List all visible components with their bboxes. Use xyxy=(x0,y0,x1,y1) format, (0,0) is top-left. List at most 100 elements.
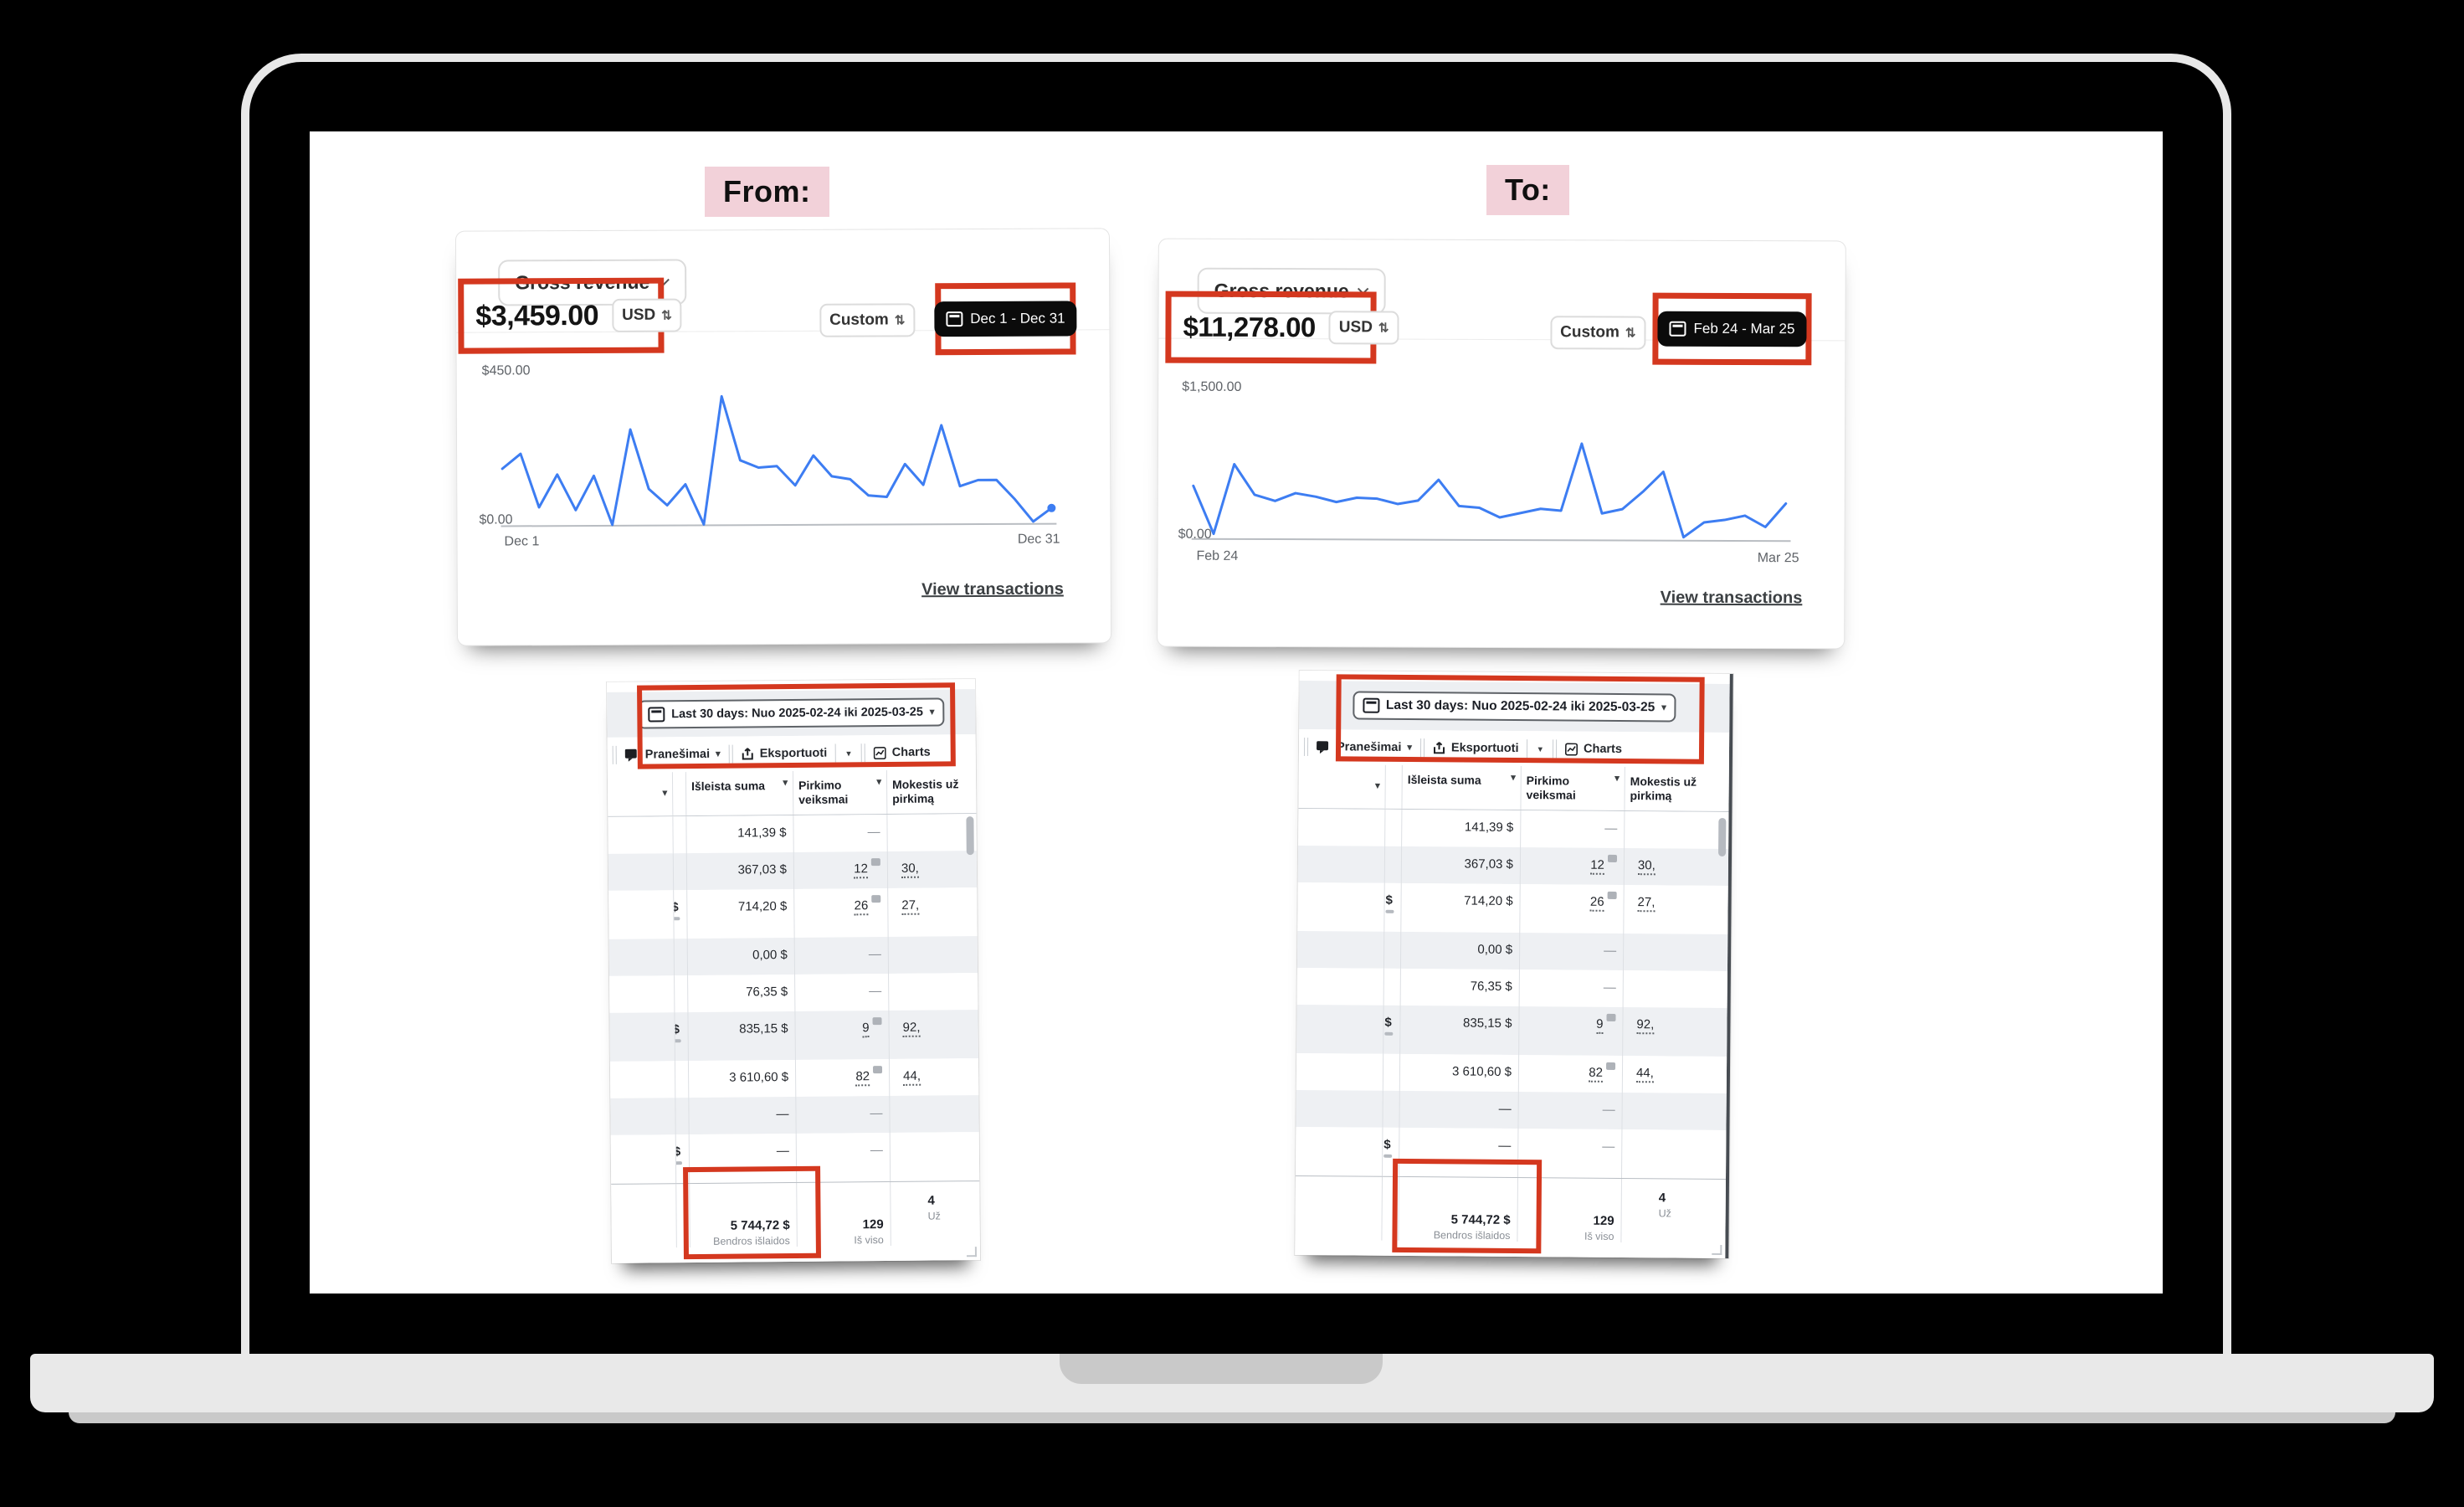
tax-cell[interactable]: 92, xyxy=(1623,1007,1727,1057)
export-button[interactable]: Eksportuoti xyxy=(740,743,829,764)
table-row[interactable]: $714,20 $26 27, xyxy=(1297,882,1728,934)
total-edge-cell xyxy=(611,1183,677,1248)
row-edge-cell xyxy=(610,1097,676,1135)
revenue-card-from: Gross revenue $3,459.00 USD ⇅ Custom ⇅ Dec… xyxy=(455,229,1111,645)
range-type-selector[interactable]: Custom ⇅ xyxy=(819,303,916,337)
export-options-caret[interactable]: ▾ xyxy=(1534,740,1546,758)
date-annotation-box: Dec 1 - Dec 31 xyxy=(934,282,1077,356)
view-transactions-link[interactable]: View transactions xyxy=(1660,588,1803,608)
spent-cell: 141,39 $ xyxy=(686,815,794,853)
purchases-cell[interactable]: 26 xyxy=(794,887,889,938)
column-header-blank[interactable]: ▾ xyxy=(607,772,674,816)
spent-cell: 367,03 $ xyxy=(686,851,795,890)
column-header-stub xyxy=(672,772,687,815)
x-axis-end-label: Dec 31 xyxy=(1017,532,1060,547)
column-header-purchases[interactable]: Pirkimo veiksmai ▾ xyxy=(1521,766,1625,810)
charts-button[interactable]: Charts xyxy=(872,743,932,764)
spent-cell: 714,20 $ xyxy=(1401,882,1521,933)
column-header-spent[interactable]: Išleista suma ▾ xyxy=(685,770,794,815)
table-row[interactable]: 367,03 $12 30, xyxy=(1297,845,1729,886)
table-row[interactable]: $ — — xyxy=(1296,1126,1727,1179)
purchases-cell[interactable]: 12 xyxy=(793,851,889,889)
vertical-scrollbar[interactable] xyxy=(1718,817,1727,856)
table-row[interactable]: 3 610,60 $82 44, xyxy=(609,1057,979,1098)
export-options-caret[interactable]: ▾ xyxy=(843,744,855,762)
purchases-cell: — xyxy=(795,973,890,1011)
purchases-cell: — xyxy=(794,936,890,975)
row-currency-fragment: $ xyxy=(1383,1005,1401,1054)
segment-divider xyxy=(1419,738,1425,758)
spent-cell: — xyxy=(689,1133,798,1183)
reports-button[interactable]: Pranešimai ▾ xyxy=(624,744,722,765)
spent-cell: — xyxy=(1399,1090,1519,1129)
currency-selector[interactable]: USD ⇅ xyxy=(1328,311,1399,345)
table-row[interactable]: $835,15 $9 92, xyxy=(1296,1004,1727,1057)
date-range-filter[interactable]: Last 30 days: Nuo 2025-02-24 iki 2025-03… xyxy=(638,697,945,729)
currency-selector[interactable]: USD ⇅ xyxy=(612,298,682,332)
table-row[interactable]: 76,35 $ — xyxy=(609,972,978,1013)
table-row[interactable]: 76,35 $ — xyxy=(1296,967,1727,1008)
charts-button[interactable]: Charts xyxy=(1563,738,1624,759)
table-body: 141,39 $ —367,03 $12 30, $714,20 $26 27, 0,00… xyxy=(608,813,980,1184)
tax-cell xyxy=(890,1095,978,1133)
total-tax-cell: 4 Už xyxy=(927,1193,941,1222)
column-header-blank[interactable]: ▾ xyxy=(1298,764,1386,809)
column-header-purchases[interactable]: Pirkimo veiksmai ▾ xyxy=(793,770,888,815)
laptop-notch xyxy=(1060,1354,1383,1384)
table-row[interactable]: 0,00 $ — xyxy=(1296,930,1728,971)
purchases-cell[interactable]: 9 xyxy=(1519,1006,1624,1056)
table-row[interactable]: — — xyxy=(1296,1089,1727,1130)
filter-band: Last 30 days: Nuo 2025-02-24 iki 2025-03… xyxy=(607,689,976,738)
tax-cell[interactable]: 27, xyxy=(888,887,978,937)
table-row[interactable]: 367,03 $12 30, xyxy=(608,850,978,891)
row-edge-cell xyxy=(1296,930,1385,969)
attribution-badge-icon xyxy=(1606,1062,1616,1070)
export-button[interactable]: Eksportuoti xyxy=(1431,738,1521,759)
row-currency-fragment xyxy=(675,1097,690,1134)
table-row[interactable]: — — xyxy=(610,1094,979,1135)
purchases-cell[interactable]: 26 xyxy=(1520,883,1625,934)
table-row[interactable]: $835,15 $9 92, xyxy=(609,1009,978,1062)
table-row[interactable]: 141,39 $ — xyxy=(608,813,977,854)
reports-button[interactable]: Pranešimai ▾ xyxy=(1315,737,1414,758)
view-transactions-link[interactable]: View transactions xyxy=(921,579,1064,599)
purchases-cell[interactable]: 12 xyxy=(1520,846,1625,885)
date-range-filter[interactable]: Last 30 days: Nuo 2025-02-24 iki 2025-03… xyxy=(1352,691,1676,723)
metric-selector[interactable]: Gross revenue xyxy=(498,259,687,306)
tax-cell[interactable]: 44, xyxy=(890,1058,978,1096)
purchases-cell[interactable]: 82 xyxy=(1518,1054,1624,1093)
tax-cell[interactable]: 30, xyxy=(888,851,977,888)
metric-selector[interactable]: Gross revenue xyxy=(1197,267,1386,315)
tax-cell[interactable]: 30, xyxy=(1625,848,1728,886)
row-edge-cell xyxy=(608,815,674,854)
spent-cell: — xyxy=(1399,1127,1519,1177)
spent-cell: 76,35 $ xyxy=(1400,968,1520,1006)
row-currency-fragment: $ xyxy=(675,1011,689,1061)
purchases-cell[interactable]: 82 xyxy=(795,1058,891,1097)
tax-cell xyxy=(1625,811,1728,849)
amount-annotation-box: $3,459.00 USD ⇅ xyxy=(458,277,682,354)
range-type-selector[interactable]: Custom ⇅ xyxy=(1550,316,1646,350)
y-axis-max-label: $450.00 xyxy=(481,363,531,378)
tax-cell[interactable]: 44, xyxy=(1623,1056,1727,1093)
table-row[interactable]: $714,20 $26 27, xyxy=(608,887,978,939)
date-range-button[interactable]: Dec 1 - Dec 31 xyxy=(934,301,1077,337)
purchases-cell[interactable]: 9 xyxy=(795,1010,890,1060)
tax-cell[interactable]: 92, xyxy=(889,1010,978,1059)
table-row[interactable]: 3 610,60 $82 44, xyxy=(1296,1052,1727,1093)
column-header-stub xyxy=(1385,764,1403,809)
tax-cell[interactable]: 27, xyxy=(1624,885,1727,934)
vertical-scrollbar[interactable] xyxy=(966,816,974,856)
table-row[interactable]: $ — — xyxy=(610,1131,980,1184)
table-row[interactable]: 141,39 $ — xyxy=(1298,808,1729,849)
table-row[interactable]: 0,00 $ — xyxy=(608,935,978,976)
column-header-spent[interactable]: Išleista suma ▾ xyxy=(1402,764,1522,810)
filter-band: Last 30 days: Nuo 2025-02-24 iki 2025-03… xyxy=(1299,680,1730,733)
spent-cell: 3 610,60 $ xyxy=(688,1059,797,1098)
row-edge-cell xyxy=(609,1011,675,1062)
table-footer xyxy=(611,1244,981,1263)
date-range-button[interactable]: Feb 24 - Mar 25 xyxy=(1657,311,1807,347)
y-axis-min-label: $0.00 xyxy=(1178,527,1212,542)
charts-icon xyxy=(873,746,886,759)
